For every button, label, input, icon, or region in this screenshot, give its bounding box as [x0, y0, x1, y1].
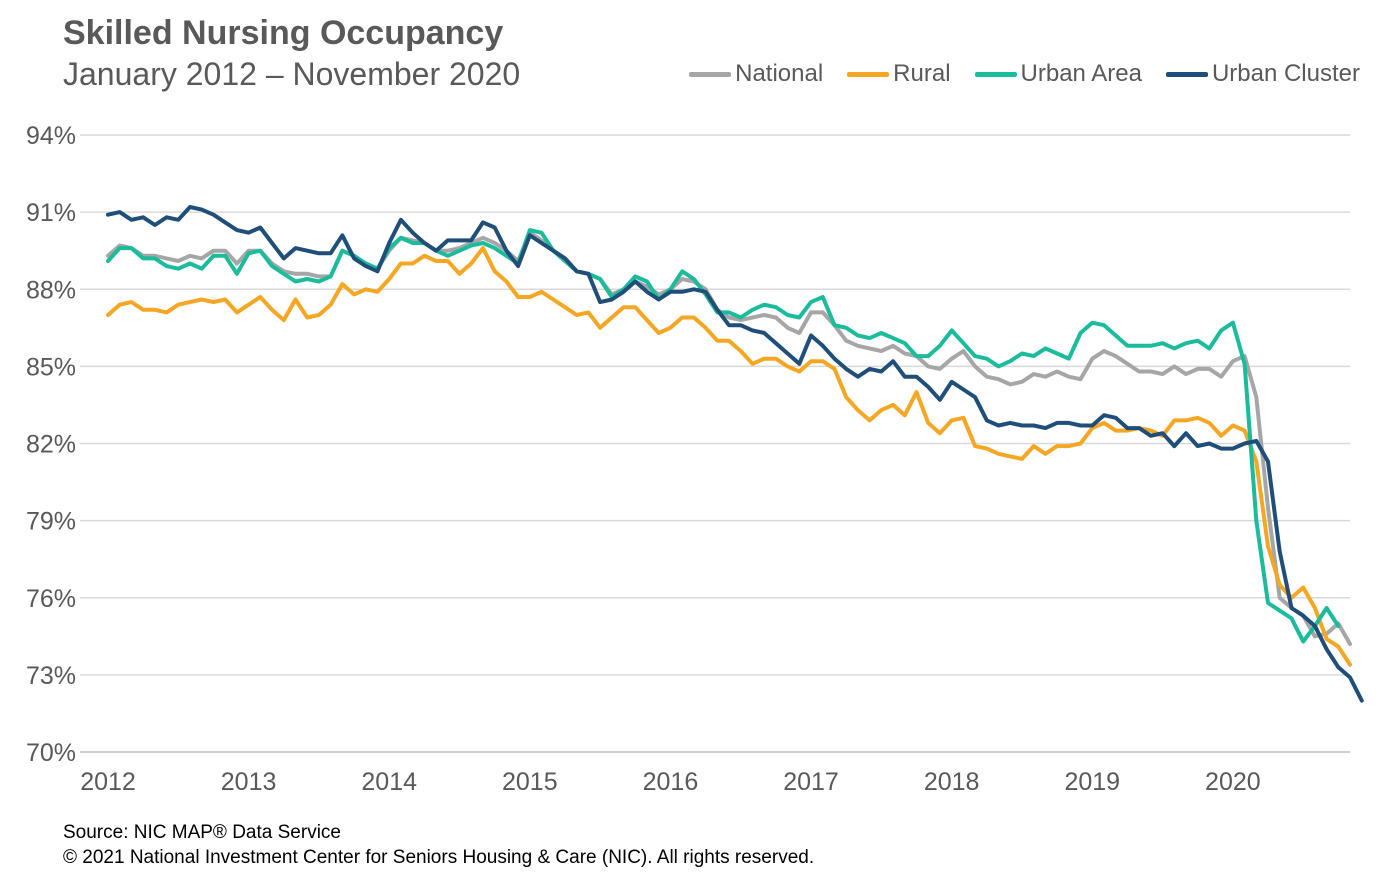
chart-subtitle: January 2012 – November 2020: [63, 56, 521, 92]
x-tick-label: 2013: [221, 768, 277, 796]
copyright-note: © 2021 National Investment Center for Se…: [63, 847, 815, 868]
y-axis: 94% 91% 88% 85% 82% 79% 76% 73% 70%: [26, 122, 76, 767]
legend-label-urban-cluster: Urban Cluster: [1211, 60, 1360, 87]
x-tick-label: 2015: [502, 768, 558, 796]
legend-label-rural: Rural: [893, 60, 951, 87]
legend-swatch-rural: [847, 71, 890, 77]
series-line-urban-area: [106, 228, 1341, 644]
legend-swatch-national: [689, 71, 732, 77]
y-tick-label: 70%: [26, 739, 76, 767]
gridlines: [80, 134, 1350, 753]
y-tick-label: 79%: [26, 508, 76, 536]
x-tick-label: 2017: [783, 768, 839, 796]
y-tick-label: 91%: [26, 199, 76, 227]
y-tick-label: 73%: [26, 662, 76, 690]
legend-label-urban-area: Urban Area: [1020, 60, 1142, 87]
y-tick-label: 88%: [26, 276, 76, 304]
source-note: Source: NIC MAP® Data Service: [63, 822, 341, 843]
x-axis: 2012 2013 2014 2015 2016 2017 2018 2019 2020: [80, 768, 1260, 796]
y-tick-label: 76%: [26, 585, 76, 613]
x-tick-label: 2014: [361, 768, 417, 796]
chart-title: Skilled Nursing Occupancy: [63, 14, 504, 52]
x-tick-label: 2018: [924, 768, 980, 796]
legend-swatch-urban-cluster: [1165, 71, 1208, 77]
series-line-urban-cluster: [106, 205, 1364, 703]
series-lines: [106, 205, 1364, 703]
legend-item-urban-area: Urban Area: [974, 60, 1142, 88]
x-tick-label: 2012: [80, 768, 136, 796]
y-tick-label: 94%: [26, 122, 76, 150]
legend-label-national: National: [735, 60, 824, 87]
legend-item-urban-cluster: Urban Cluster: [1165, 60, 1360, 88]
y-tick-label: 85%: [26, 353, 76, 381]
legend-item-rural: Rural: [847, 60, 951, 88]
y-tick-label: 82%: [26, 431, 76, 459]
x-tick-label: 2016: [643, 768, 699, 796]
legend-swatch-urban-area: [974, 71, 1017, 77]
series-line-national: [106, 230, 1352, 646]
legend: National Rural Urban Area Urban Cluster: [689, 60, 1360, 88]
x-tick-label: 2020: [1205, 768, 1261, 796]
legend-item-national: National: [689, 60, 823, 88]
x-tick-label: 2019: [1064, 768, 1120, 796]
